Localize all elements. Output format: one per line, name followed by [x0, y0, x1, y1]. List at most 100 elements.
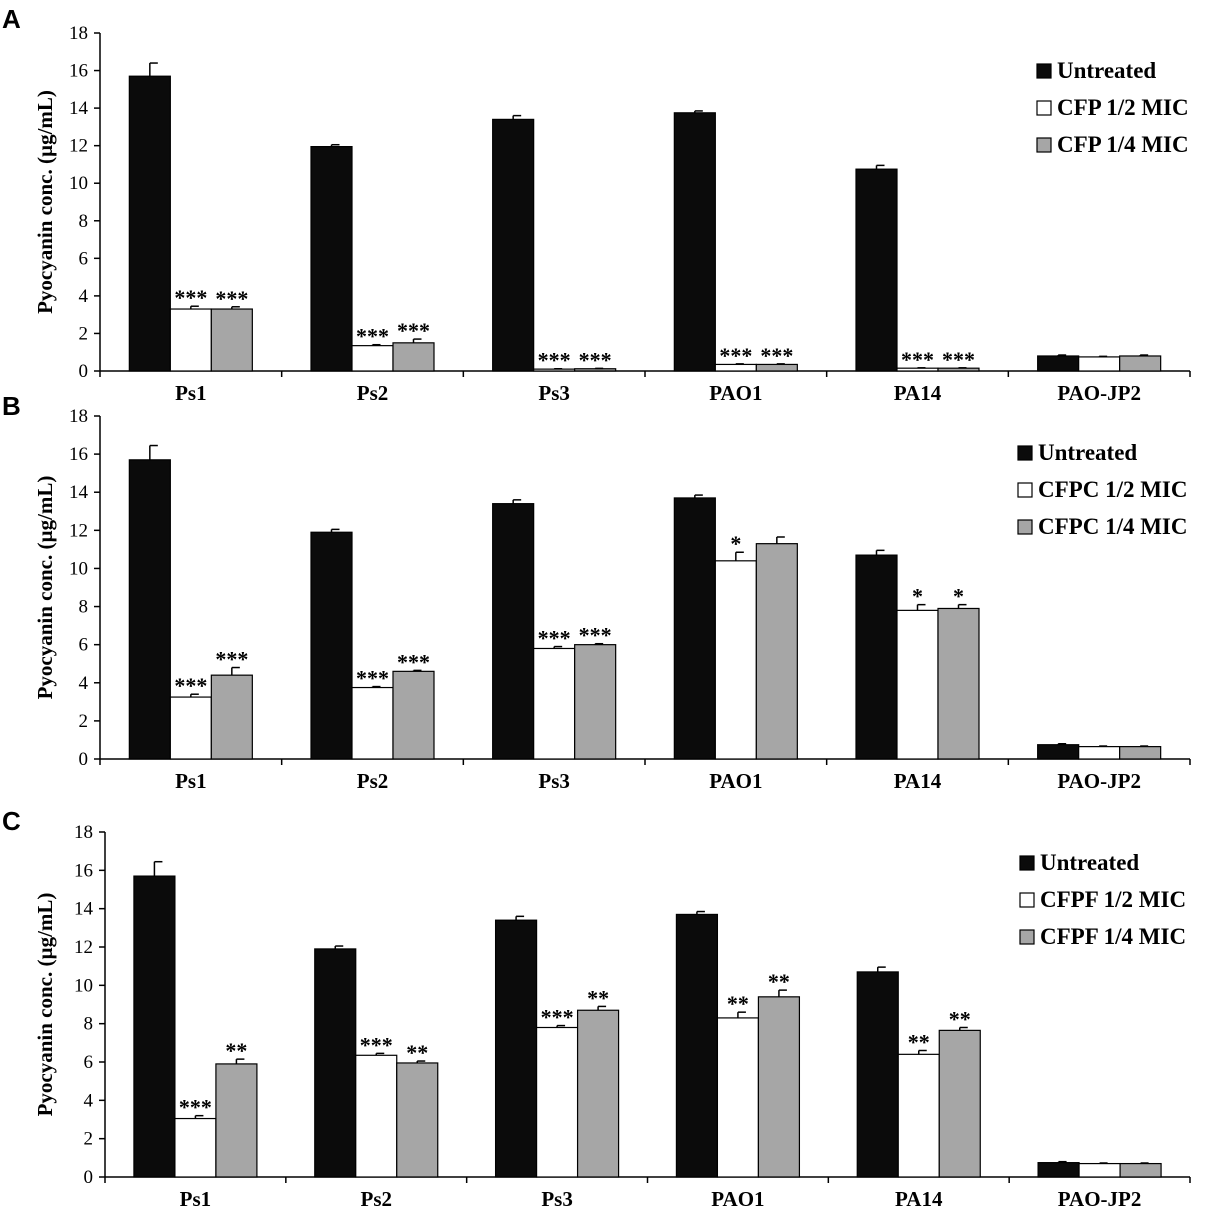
y-axis-label: Pyocyanin conc. (µg/mL) [33, 893, 57, 1117]
bar-pao-jp2-series-1 [1037, 355, 1080, 372]
x-tick-label-ps1: Ps1 [175, 381, 207, 405]
y-axis-label: Pyocyanin conc. (µg/mL) [33, 476, 57, 700]
bar-pao1-series-3 [755, 543, 798, 760]
y-tick-label: 4 [84, 1090, 94, 1111]
x-tick-label-pao-jp2: PAO-JP2 [1057, 381, 1141, 405]
y-tick-label: 4 [79, 286, 89, 307]
bar-pao1-series-1 [673, 497, 716, 760]
legend-label: CFP 1/2 MIC [1057, 95, 1189, 120]
significance-label: *** [538, 348, 571, 373]
x-tick-label-ps2: Ps2 [361, 1187, 393, 1211]
bar-pa14-series-1 [855, 554, 898, 760]
bar-pao1-series-3 [757, 996, 801, 1178]
bar-ps3-series-3 [576, 1009, 620, 1178]
legend-swatch [1017, 519, 1033, 535]
y-tick-label: 14 [74, 899, 94, 920]
x-tick-label-ps3: Ps3 [538, 769, 570, 793]
x-tick-label-ps1: Ps1 [180, 1187, 212, 1211]
bar-ps1-series-1 [128, 459, 171, 760]
y-tick-label: 10 [74, 975, 93, 996]
bar-pa14-series-2 [897, 1053, 940, 1178]
x-tick-label-ps2: Ps2 [357, 769, 389, 793]
bar-pao-jp2-series-2 [1078, 746, 1121, 760]
significance-label: *** [579, 623, 612, 648]
significance-label: *** [356, 324, 389, 349]
significance-label: ** [727, 991, 749, 1016]
bar-pao1-series-2 [714, 560, 757, 760]
panel-letter-c: C [2, 806, 21, 836]
bar-pao1-series-1 [673, 112, 716, 372]
significance-label: *** [541, 1005, 574, 1030]
y-axis-label: Pyocyanin conc. (µg/mL) [33, 90, 57, 314]
bar-ps1-series-3 [210, 674, 253, 760]
bar-pao-jp2-series-2 [1078, 1162, 1121, 1178]
y-tick-label: 0 [84, 1167, 94, 1188]
bar-ps2-series-3 [392, 342, 435, 372]
y-tick-label: 12 [69, 520, 88, 541]
bar-ps1-series-1 [128, 75, 171, 372]
x-tick-label-pa14: PA14 [894, 769, 942, 793]
legend-swatch [1036, 137, 1052, 153]
y-tick-label: 10 [69, 173, 88, 194]
legend-label: Untreated [1057, 58, 1156, 83]
bar-pao1-series-2 [716, 1017, 760, 1178]
legend-label: CFPC 1/4 MIC [1038, 514, 1187, 539]
significance-label: ** [587, 985, 609, 1010]
bar-pa14-series-1 [856, 971, 899, 1178]
panel-b: B 0 2 4 6 8 10 12 14 16 18 Pyocyanin conc. (µg/mL) P… [2, 391, 1191, 793]
y-tick-label: 8 [84, 1014, 94, 1035]
bar-pao-jp2-series-3 [1119, 355, 1162, 372]
x-tick-label-pao-jp2: PAO-JP2 [1057, 769, 1141, 793]
significance-label: *** [397, 649, 430, 674]
significance-label: ** [768, 969, 790, 994]
y-tick-label: 16 [74, 860, 93, 881]
x-tick-label-pa14: PA14 [895, 1187, 943, 1211]
y-tick-label: 6 [79, 635, 89, 656]
y-tick-label: 18 [69, 406, 88, 427]
significance-label: *** [360, 1032, 393, 1057]
legend-swatch [1019, 929, 1035, 945]
y-tick-label: 2 [79, 323, 89, 344]
significance-label: *** [538, 626, 571, 651]
panel-letter-a: A [2, 4, 21, 34]
significance-label: *** [397, 318, 430, 343]
bar-pao-jp2-series-1 [1037, 1162, 1080, 1178]
bar-pa14-series-1 [855, 168, 898, 372]
bar-ps3-series-3 [574, 644, 617, 760]
legend-swatch [1019, 892, 1035, 908]
x-tick-label-ps3: Ps3 [538, 381, 570, 405]
bar-ps1-series-2 [169, 308, 212, 372]
x-tick-label-pao1: PAO1 [711, 1187, 764, 1211]
legend-c: Untreated CFPF 1/2 MIC CFPF 1/4 MIC [1019, 850, 1186, 949]
bar-pa14-series-2 [896, 609, 939, 760]
bar-ps3-series-1 [494, 919, 538, 1178]
y-tick-label: 16 [69, 61, 88, 82]
significance-label: *** [760, 343, 793, 368]
bar-ps2-series-3 [392, 670, 435, 760]
bar-ps2-series-1 [310, 146, 353, 372]
y-tick-label: 18 [69, 23, 88, 44]
significance-label: *** [579, 347, 612, 372]
significance-label: * [730, 531, 741, 556]
y-tick-label: 0 [79, 361, 89, 382]
y-tick-label: 6 [79, 248, 89, 269]
y-tick-label: 0 [79, 749, 89, 770]
legend-a: Untreated CFP 1/2 MIC CFP 1/4 MIC [1036, 58, 1189, 157]
x-tick-label-ps3: Ps3 [541, 1187, 573, 1211]
panel-a: A 0 2 4 6 8 10 12 14 16 18 Pyocyanin conc. (µg/mL) P… [2, 4, 1191, 405]
bar-ps3-series-1 [492, 503, 535, 760]
bar-pao-jp2-series-3 [1119, 746, 1162, 760]
legend-swatch [1036, 100, 1052, 116]
significance-label: * [912, 584, 923, 609]
bar-ps2-series-2 [355, 1054, 398, 1178]
y-tick-label: 2 [84, 1129, 94, 1150]
legend-swatch [1019, 855, 1035, 871]
y-tick-label: 12 [74, 937, 93, 958]
significance-label: *** [901, 347, 934, 372]
y-tick-label: 18 [74, 822, 93, 843]
legend-b: Untreated CFPC 1/2 MIC CFPC 1/4 MIC [1017, 440, 1187, 539]
significance-label: *** [174, 285, 207, 310]
panel-c: C 0 2 4 6 8 10 12 14 16 18 Pyocyanin conc. (µg/mL) P… [2, 806, 1191, 1211]
legend-label: CFP 1/4 MIC [1057, 132, 1189, 157]
